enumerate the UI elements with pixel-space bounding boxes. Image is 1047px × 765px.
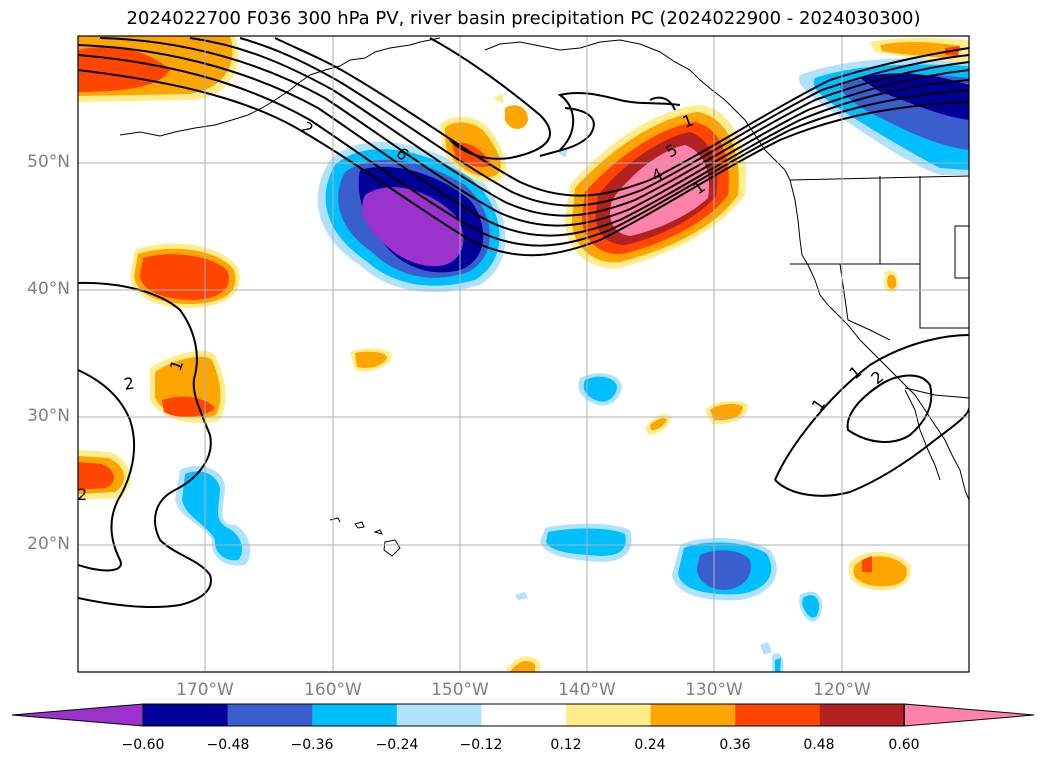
colorbar-tick: 0.48: [803, 737, 835, 753]
lon-label: 170°W: [176, 680, 234, 700]
colorbar-tick: −0.60: [121, 737, 165, 753]
lat-label: 40°N: [27, 279, 70, 299]
pv-contours: [78, 37, 969, 609]
lat-label: 30°N: [27, 406, 70, 426]
colorbar-tick: −0.48: [206, 737, 250, 753]
colorbar-tick: 0.36: [719, 737, 751, 753]
lon-label: 130°W: [685, 680, 743, 700]
map-frame: [77, 35, 970, 673]
lat-label: 20°N: [27, 534, 70, 554]
graticule: [78, 36, 969, 672]
colorbar-swatch: [566, 704, 652, 726]
lon-label: 140°W: [558, 680, 616, 700]
colorbar-swatch: [396, 704, 482, 726]
lon-label: 150°W: [431, 680, 489, 700]
colorbar-extend-max: [903, 703, 1035, 727]
colorbar-tick: −0.36: [290, 737, 334, 753]
colorbar-swatch: [735, 704, 821, 726]
colorbar-swatch: [312, 704, 398, 726]
precip-shading: [78, 36, 969, 672]
lon-label: 120°W: [813, 680, 871, 700]
colorbar-swatch: [650, 704, 736, 726]
colorbar-swatch: [481, 704, 567, 726]
colorbar-tick: 0.60: [888, 737, 920, 753]
map-title: 2024022700 F036 300 hPa PV, river basin …: [126, 8, 921, 29]
lat-label: 50°N: [27, 152, 70, 172]
colorbar-swatch: [227, 704, 313, 726]
colorbar-tick: 0.24: [634, 737, 666, 753]
contour-label: 2: [77, 485, 87, 504]
contour-label: 2: [122, 373, 135, 393]
colorbar-swatch: [819, 704, 905, 726]
colorbar-tick: −0.12: [459, 737, 503, 753]
lon-label: 160°W: [304, 680, 362, 700]
colorbar-tick: 0.12: [550, 737, 582, 753]
colorbar-tick: −0.24: [375, 737, 419, 753]
colorbar-swatch: [143, 704, 229, 726]
coastlines: [119, 37, 969, 557]
colorbar-extend-min: [11, 703, 144, 727]
